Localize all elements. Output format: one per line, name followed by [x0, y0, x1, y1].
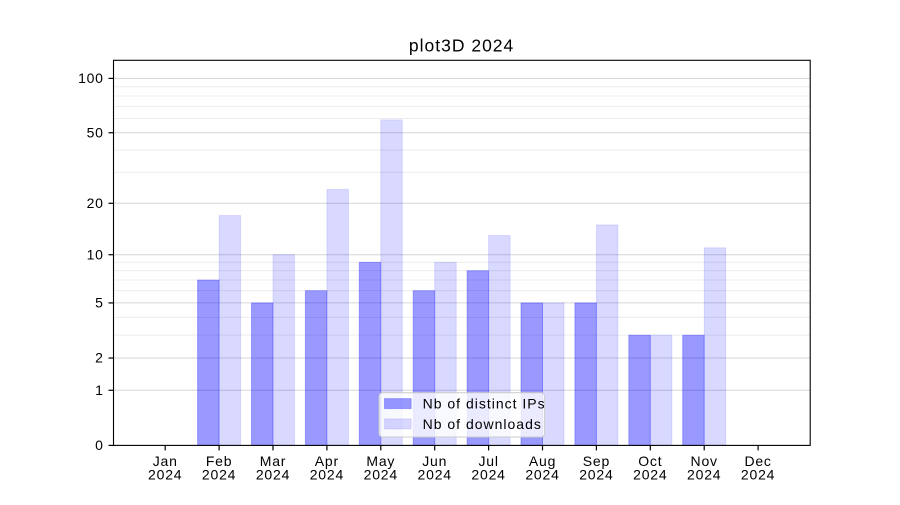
svg-text:2024: 2024: [148, 467, 182, 483]
svg-text:5: 5: [95, 295, 104, 311]
svg-text:Mar: Mar: [260, 453, 287, 469]
svg-text:2024: 2024: [471, 467, 505, 483]
svg-text:2024: 2024: [364, 467, 398, 483]
svg-text:Jul: Jul: [478, 453, 498, 469]
svg-text:2024: 2024: [579, 467, 613, 483]
svg-text:plot3D 2024: plot3D 2024: [409, 36, 514, 56]
svg-text:2024: 2024: [687, 467, 721, 483]
svg-text:2024: 2024: [310, 467, 344, 483]
svg-text:May: May: [366, 453, 395, 469]
svg-text:0: 0: [95, 437, 104, 453]
svg-text:20: 20: [87, 195, 104, 211]
svg-text:Jan: Jan: [153, 453, 178, 469]
svg-text:100: 100: [78, 70, 103, 86]
svg-text:Nov: Nov: [691, 453, 718, 469]
svg-text:Nb of downloads: Nb of downloads: [423, 416, 542, 432]
svg-text:2: 2: [95, 350, 104, 366]
svg-text:Dec: Dec: [744, 453, 771, 469]
svg-text:Aug: Aug: [529, 453, 556, 469]
svg-text:Apr: Apr: [315, 453, 339, 469]
svg-text:Jun: Jun: [422, 453, 447, 469]
svg-text:2024: 2024: [418, 467, 452, 483]
svg-text:2024: 2024: [741, 467, 775, 483]
svg-text:Oct: Oct: [638, 453, 662, 469]
svg-text:2024: 2024: [633, 467, 667, 483]
svg-text:2024: 2024: [525, 467, 559, 483]
svg-text:2024: 2024: [202, 467, 236, 483]
svg-text:2024: 2024: [256, 467, 290, 483]
svg-text:1: 1: [95, 382, 104, 398]
svg-text:Sep: Sep: [583, 453, 610, 469]
svg-text:10: 10: [87, 246, 104, 262]
svg-text:50: 50: [87, 124, 104, 140]
svg-text:Feb: Feb: [206, 453, 233, 469]
svg-text:Nb of distinct IPs: Nb of distinct IPs: [423, 396, 546, 412]
